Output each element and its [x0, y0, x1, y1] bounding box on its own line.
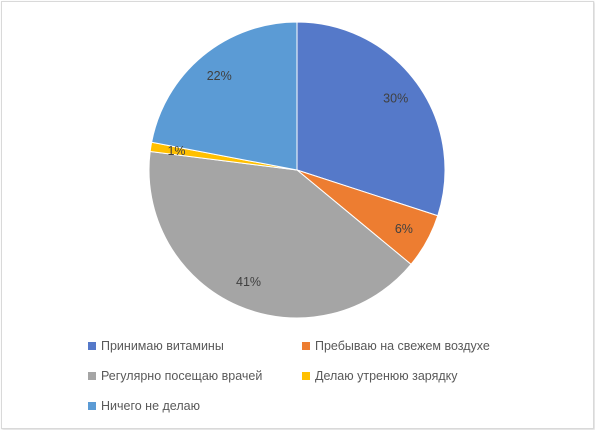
data-label-3: 41% [236, 275, 261, 289]
pie-data-labels: 30% 6% 41% 1% 22% [167, 69, 412, 289]
legend-label-5: Ничего не делаю [101, 399, 200, 413]
legend-swatch-3 [88, 372, 96, 380]
legend-swatch-4 [302, 372, 310, 380]
legend-swatch-5 [88, 402, 96, 410]
data-label-5: 22% [207, 69, 232, 83]
legend-label-4: Делаю утренюю зарядку [315, 369, 458, 383]
legend-swatch-1 [88, 342, 96, 350]
data-label-4: 1% [167, 144, 185, 158]
pie-slices [148, 21, 446, 319]
legend-swatch-2 [302, 342, 310, 350]
data-label-2: 6% [395, 222, 413, 236]
data-label-1: 30% [383, 91, 408, 105]
legend-label-3: Регулярно посещаю врачей [101, 369, 262, 383]
legend-label-2: Пребываю на свежем воздухе [315, 339, 490, 353]
legend-label-1: Принимаю витамины [101, 339, 224, 353]
legend: Принимаю витамины Пребываю на свежем возд… [88, 339, 490, 413]
pie-slice-3 [148, 150, 412, 319]
pie-slice-5 [151, 21, 298, 171]
pie-slice-1 [296, 21, 446, 217]
